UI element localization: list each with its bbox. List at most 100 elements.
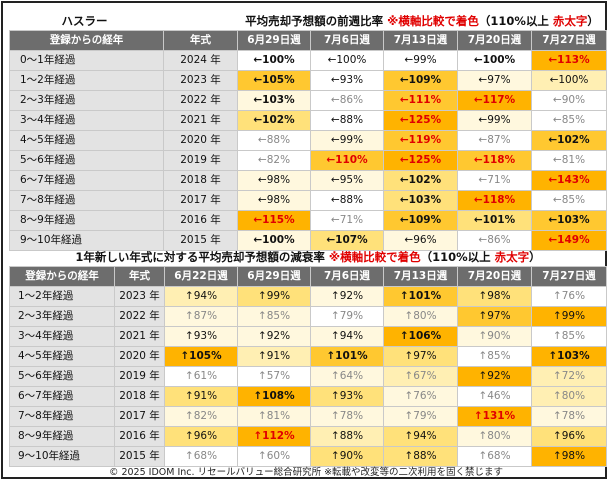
value-cell: ↑101% bbox=[383, 286, 458, 307]
value-cell: ←81% bbox=[531, 150, 607, 171]
row-label: 4～5年経過 bbox=[9, 130, 164, 151]
value-cell: ↑97% bbox=[383, 346, 458, 367]
table2-col-header: 7月13日週 bbox=[383, 266, 458, 287]
table-row: 6～7年経過 2018 年 ←98% ←95% ←102% ←71% ←143% bbox=[9, 170, 607, 191]
value-cell: ↑61% bbox=[164, 366, 238, 387]
value-cell: ←119% bbox=[383, 130, 458, 151]
value-cell: ↑91% bbox=[237, 346, 311, 367]
value-cell: ←95% bbox=[310, 170, 384, 191]
table2-col-header: 6月22日週 bbox=[164, 266, 238, 287]
value-cell: ↑76% bbox=[383, 386, 458, 407]
value-cell: ←99% bbox=[457, 110, 532, 131]
row-label: 5～6年経過 bbox=[9, 150, 164, 171]
value-cell: ←103% bbox=[237, 90, 311, 111]
value-cell: ←88% bbox=[237, 130, 311, 151]
value-cell: ←107% bbox=[310, 230, 384, 251]
value-cell: ↑94% bbox=[310, 326, 384, 347]
value-cell: ←71% bbox=[457, 170, 532, 191]
row-label: 0～1年経過 bbox=[9, 50, 164, 71]
table2-title-red: 赤太字 bbox=[494, 250, 530, 264]
value-cell: ↑103% bbox=[531, 346, 607, 367]
value-cell: ←85% bbox=[531, 190, 607, 211]
table2-title-paren-open: （110%以上 bbox=[420, 250, 491, 264]
table-row: 8～9年経過 2016 年 ↑96% ↑112% ↑88% ↑94% ↑80% ↑96% bbox=[9, 426, 607, 447]
value-cell: ↑76% bbox=[531, 286, 607, 307]
table-row: 4～5年経過 2020 年 ↑105% ↑91% ↑101% ↑97% ↑85% ↑103% bbox=[9, 346, 607, 367]
row-label: 6～7年経過 bbox=[9, 170, 164, 191]
value-cell: ↑91% bbox=[164, 386, 238, 407]
row-label: 7～8年経過 bbox=[9, 190, 164, 211]
value-cell: ←110% bbox=[310, 150, 384, 171]
value-cell: ↑85% bbox=[531, 326, 607, 347]
row-year: 2020 年 bbox=[163, 130, 238, 151]
value-cell: ←90% bbox=[531, 90, 607, 111]
table2-col-header: 年式 bbox=[114, 266, 165, 287]
value-cell: ←71% bbox=[310, 210, 384, 231]
table2-col-header: 7月6日週 bbox=[310, 266, 384, 287]
value-cell: ↑98% bbox=[457, 286, 532, 307]
row-label: 5～6年経過 bbox=[9, 366, 115, 387]
value-cell: ←125% bbox=[383, 110, 458, 131]
row-label: 7～8年経過 bbox=[9, 406, 115, 427]
value-cell: ←102% bbox=[531, 130, 607, 151]
table1-col-header: 7月27日週 bbox=[531, 30, 607, 51]
row-label: 9～10年経過 bbox=[9, 230, 164, 251]
value-cell: ←100% bbox=[237, 50, 311, 71]
row-label: 8～9年経過 bbox=[9, 210, 164, 231]
value-cell: ↑97% bbox=[457, 306, 532, 327]
table-row: 6～7年経過 2018 年 ↑91% ↑108% ↑93% ↑76% ↑46% ↑80% bbox=[9, 386, 607, 407]
value-cell: ←99% bbox=[383, 50, 458, 71]
row-label: 6～7年経過 bbox=[9, 386, 115, 407]
table-row: 5～6年経過 2019 年 ←82% ←110% ←125% ←118% ←81% bbox=[9, 150, 607, 171]
value-cell: ←115% bbox=[237, 210, 311, 231]
value-cell: ↑60% bbox=[237, 446, 311, 467]
value-cell: ←109% bbox=[383, 210, 458, 231]
value-cell: ↑98% bbox=[531, 446, 607, 467]
row-year: 2017 年 bbox=[114, 406, 165, 427]
value-cell: ↑88% bbox=[310, 426, 384, 447]
row-year: 2022 年 bbox=[163, 90, 238, 111]
value-cell: ←99% bbox=[310, 130, 384, 151]
table2-header-row: 登録からの経年 年式 6月22日週 6月29日週 7月6日週 7月13日週 7月20日週 7月… bbox=[9, 266, 607, 287]
table-row: 0～1年経過 2024 年 ←100% ←100% ←99% ←100% ←113% bbox=[9, 50, 607, 71]
value-cell: ↑80% bbox=[531, 386, 607, 407]
row-year: 2021 年 bbox=[163, 110, 238, 131]
row-label: 1～2年経過 bbox=[9, 286, 115, 307]
copyright-footer: © 2025 IDOM Inc. リセールバリュー総合研究所 ※転載や改変等の二… bbox=[108, 467, 504, 478]
table2-title-paren-close: ） bbox=[529, 250, 541, 264]
value-cell: ←87% bbox=[457, 130, 532, 151]
table1-title-note: ※横軸比較で着色 bbox=[387, 14, 479, 28]
table1-col-header: 7月13日週 bbox=[383, 30, 458, 51]
value-cell: ←88% bbox=[310, 190, 384, 211]
value-cell: ←98% bbox=[237, 190, 311, 211]
value-cell: ←86% bbox=[310, 90, 384, 111]
table-row: 7～8年経過 2017 年 ↑82% ↑81% ↑78% ↑79% ↑131% ↑78% bbox=[9, 406, 607, 427]
table2-col-header: 7月20日週 bbox=[457, 266, 532, 287]
value-cell: ↑67% bbox=[383, 366, 458, 387]
table1-col-header: 登録からの経年 bbox=[9, 30, 164, 51]
value-cell: ↑57% bbox=[237, 366, 311, 387]
value-cell: ↑96% bbox=[164, 426, 238, 447]
value-cell: ↑93% bbox=[310, 386, 384, 407]
maker-name: ハスラー bbox=[61, 14, 108, 28]
table2-title: 1年新しい年式に対する平均売却予想額の減衰率 ※横軸比較で着色（110%以上 赤… bbox=[10, 248, 607, 267]
row-year: 2021 年 bbox=[114, 326, 165, 347]
value-cell: ↑79% bbox=[310, 306, 384, 327]
row-year: 2024 年 bbox=[163, 50, 238, 71]
row-year: 2023 年 bbox=[114, 286, 165, 307]
value-cell: ←143% bbox=[531, 170, 607, 191]
value-cell: ↑92% bbox=[310, 286, 384, 307]
table1-title-red: 赤太字 bbox=[552, 14, 588, 28]
value-cell: ↑106% bbox=[383, 326, 458, 347]
row-year: 2016 年 bbox=[114, 426, 165, 447]
table1-col-header: 7月20日週 bbox=[457, 30, 532, 51]
value-cell: ↑94% bbox=[164, 286, 238, 307]
value-cell: ↑68% bbox=[457, 446, 532, 467]
table2-title-note: ※横軸比較で着色 bbox=[328, 250, 421, 264]
value-cell: ←88% bbox=[310, 110, 384, 131]
table2-col-header: 7月27日週 bbox=[531, 266, 607, 287]
row-year: 2023 年 bbox=[163, 70, 238, 91]
value-cell: ↑108% bbox=[237, 386, 311, 407]
value-cell: ←105% bbox=[237, 70, 311, 91]
row-year: 2018 年 bbox=[163, 170, 238, 191]
